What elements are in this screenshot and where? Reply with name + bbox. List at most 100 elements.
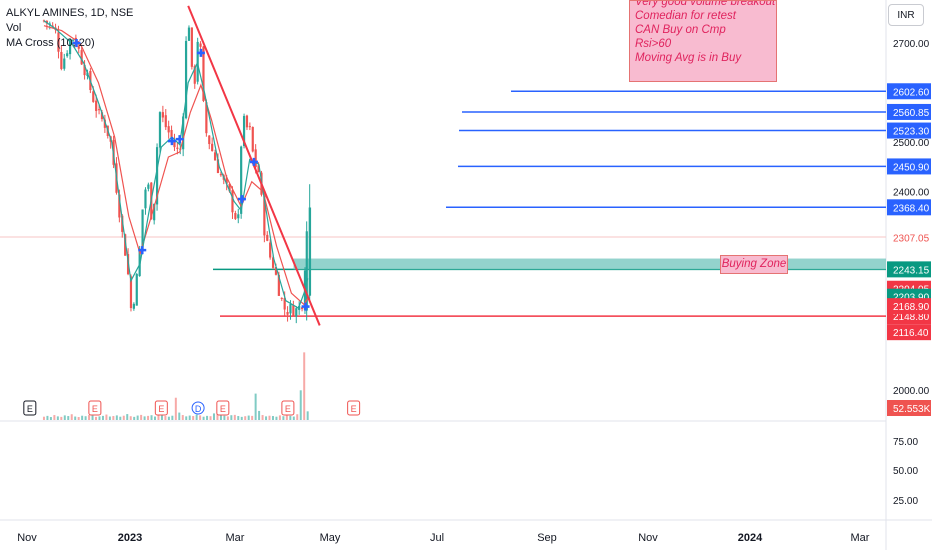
volume-bar xyxy=(67,416,70,420)
candle-body xyxy=(292,305,295,316)
volume-bar xyxy=(122,415,125,420)
ma-cross-marker xyxy=(167,137,176,146)
note-line: CAN Buy on Cmp xyxy=(635,24,726,36)
volume-bar xyxy=(46,415,49,420)
volume-bar xyxy=(154,416,157,420)
candle-body xyxy=(202,46,205,101)
volume-bar xyxy=(77,417,80,420)
price-tick-label: 2500.00 xyxy=(893,138,930,149)
volume-bar xyxy=(136,415,139,420)
dividend-marker xyxy=(191,401,205,415)
level-price-label-bg xyxy=(887,122,931,139)
buying-zone-label[interactable]: Buying Zone xyxy=(720,255,788,274)
level-price-label-bg xyxy=(887,103,931,120)
volume-bar xyxy=(282,416,285,420)
symbol-title: ALKYL AMINES, 1D, NSE xyxy=(6,7,134,19)
candle-body xyxy=(147,184,150,189)
candle-body xyxy=(167,126,170,133)
volume-bar xyxy=(209,416,212,420)
candle-body xyxy=(63,58,66,69)
volume-bar xyxy=(88,415,91,420)
volume-bar xyxy=(233,414,236,420)
earnings-marker-label: D xyxy=(195,404,202,414)
level-price-label: 2523.30 xyxy=(893,127,930,138)
ma-slow-line xyxy=(43,25,309,306)
volume-value-label: 52.553K xyxy=(893,404,931,415)
price-label: 2307.05 xyxy=(893,234,930,245)
candle-body xyxy=(124,234,127,256)
candle-body xyxy=(161,112,164,118)
volume-bar xyxy=(133,416,136,420)
time-tick-label: Mar xyxy=(226,532,245,544)
candle-body xyxy=(60,51,63,69)
candle-body xyxy=(176,147,179,149)
ma-cross-marker xyxy=(196,48,205,57)
candle-body xyxy=(254,149,257,168)
candle-body xyxy=(208,135,211,145)
price-label-bg xyxy=(887,324,931,341)
volume-bar xyxy=(119,416,122,420)
level-price-label: 2243.15 xyxy=(893,265,930,276)
note-line: Moving Avg is in Buy xyxy=(635,52,742,64)
volume-bar xyxy=(299,390,302,420)
volume-bar xyxy=(199,415,202,420)
volume-bar xyxy=(212,413,215,420)
candle-body xyxy=(283,298,286,310)
candle-body xyxy=(199,43,202,47)
volume-bar xyxy=(101,415,104,420)
volume-bar xyxy=(292,416,295,420)
candle-body xyxy=(170,129,173,139)
volume-bar xyxy=(98,416,101,420)
volume-bar xyxy=(206,415,209,420)
candle-body xyxy=(237,214,240,219)
level-price-label-bg xyxy=(887,158,931,175)
candle-body xyxy=(68,39,72,55)
earnings-marker-label: E xyxy=(92,404,98,414)
analysis-note[interactable]: Very good volume breakout Comedian for r… xyxy=(629,0,777,82)
candle-body xyxy=(266,234,269,241)
candle-body xyxy=(118,194,121,218)
volume-bar xyxy=(244,416,247,420)
candle-body xyxy=(205,102,208,134)
volume-bar xyxy=(226,416,229,420)
note-line: Very good volume breakout xyxy=(635,0,776,8)
time-tick-label: Sep xyxy=(537,532,557,544)
candle-body xyxy=(187,27,191,41)
ma-cross-marker xyxy=(138,246,147,255)
candle-body xyxy=(234,213,237,219)
note-line: Comedian for retest xyxy=(635,10,736,22)
currency-button[interactable]: INR xyxy=(888,4,924,26)
earnings-marker xyxy=(347,400,361,416)
volume-bar xyxy=(95,416,98,420)
earnings-marker-label: E xyxy=(220,404,226,414)
time-tick-label: May xyxy=(320,532,341,544)
time-tick-label: Jul xyxy=(430,532,444,544)
candle-body xyxy=(271,257,275,268)
volume-bar xyxy=(108,416,111,420)
candle-body xyxy=(100,112,104,120)
candle-body xyxy=(245,115,249,128)
volume-bar xyxy=(84,416,87,420)
volume-bar xyxy=(230,415,233,420)
volume-bar xyxy=(81,415,84,420)
candle-body xyxy=(80,50,83,65)
volume-bar xyxy=(49,417,52,420)
candle-body xyxy=(289,304,292,314)
volume-bar xyxy=(306,411,309,420)
volume-bar xyxy=(140,414,143,420)
candle-body xyxy=(97,109,101,111)
price-tick-label: 2000.00 xyxy=(893,386,930,397)
volume-bar xyxy=(112,416,115,420)
volume-bar xyxy=(147,415,150,420)
earnings-marker xyxy=(23,400,37,416)
candle-body xyxy=(269,242,272,258)
volume-bar xyxy=(164,416,167,420)
time-tick-label: Nov xyxy=(638,532,658,544)
volume-bar xyxy=(185,416,188,420)
price-label: 2168.90 xyxy=(893,302,930,313)
candle-body xyxy=(190,27,193,67)
candle-body xyxy=(184,40,188,119)
candle-body xyxy=(240,146,243,214)
ma-fast-line xyxy=(43,20,309,309)
